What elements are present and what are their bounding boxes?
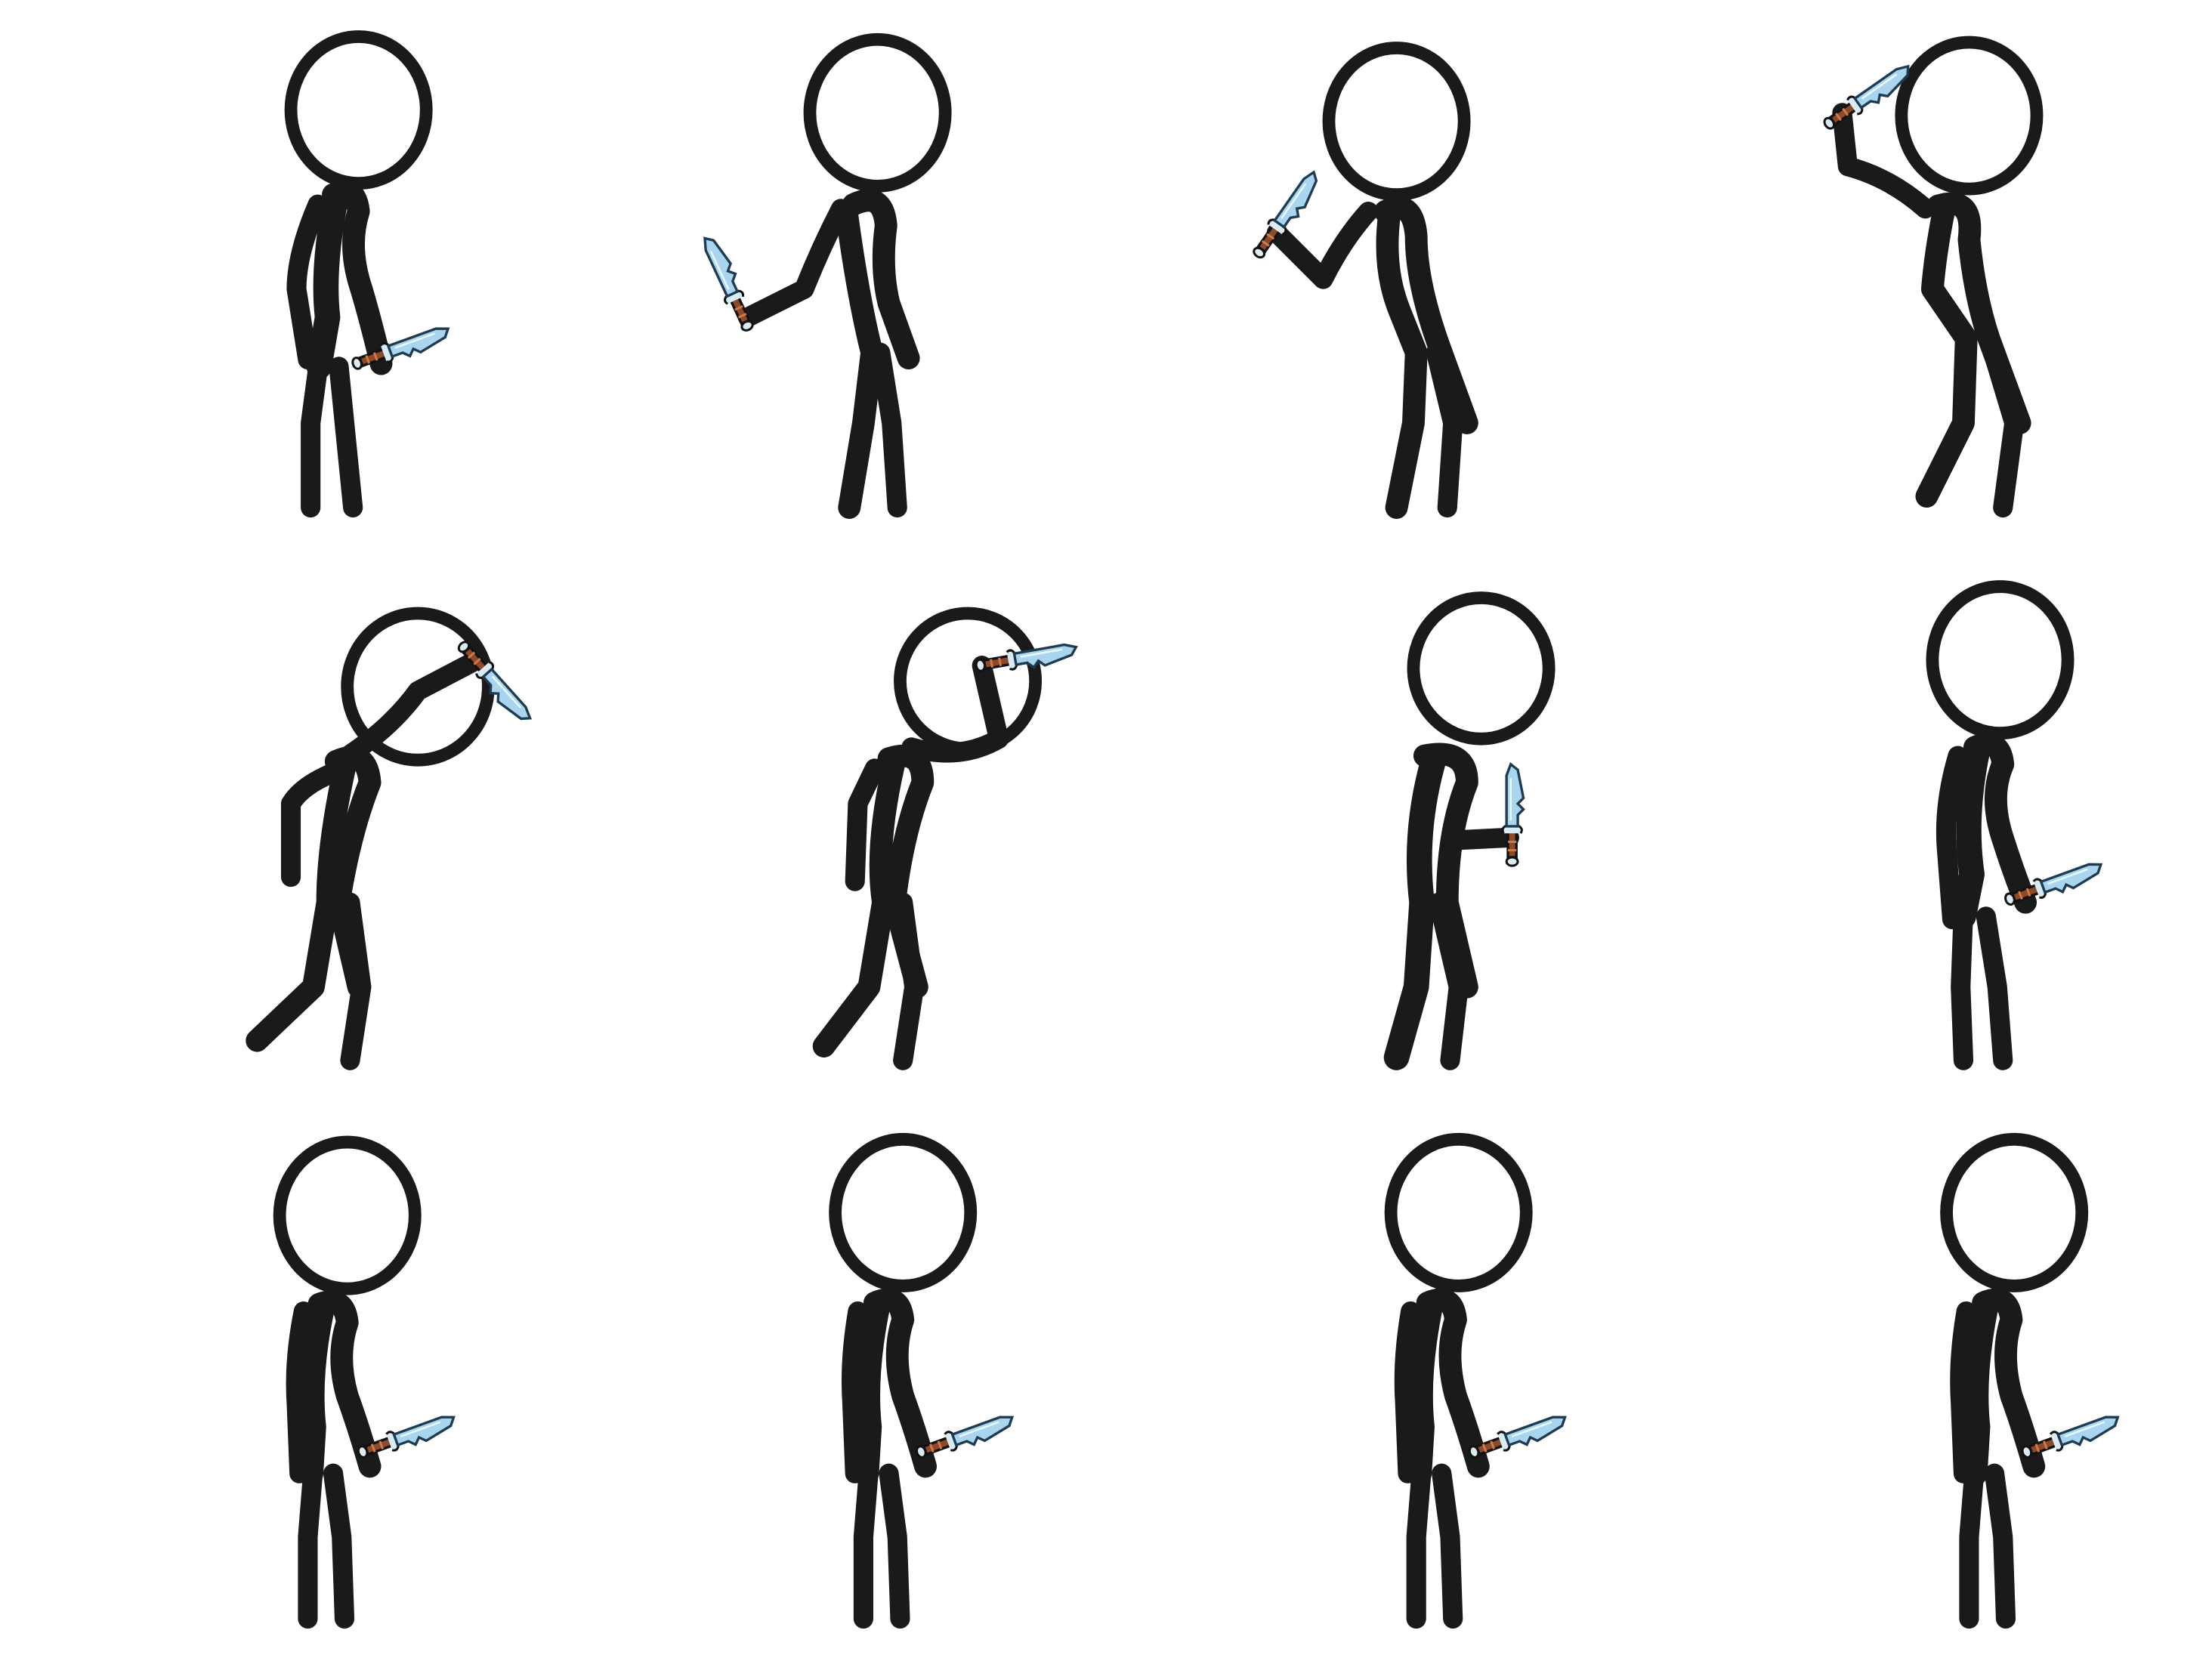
frame-9 — [273, 1135, 459, 1629]
knife-icon — [1501, 763, 1525, 867]
frame-5 — [246, 607, 538, 1070]
stick-figure-icon — [1384, 1132, 1533, 1629]
stick-figure-icon — [737, 32, 952, 519]
stick-figure-icon — [1383, 591, 1556, 1070]
stick-figure-icon — [1940, 1132, 2089, 1629]
frame-6 — [812, 607, 1080, 1070]
frame-11 — [1384, 1132, 1571, 1629]
frame-7 — [1383, 591, 1556, 1070]
frame-12 — [1940, 1132, 2124, 1629]
stick-figure-icon — [284, 30, 433, 518]
stick-figure-icon — [812, 607, 1043, 1070]
stick-figure-icon — [246, 607, 495, 1070]
frame-10 — [829, 1132, 1018, 1629]
frame-8 — [1926, 580, 2107, 1070]
frame-1 — [284, 30, 454, 518]
stick-figure-icon — [1926, 580, 2075, 1070]
frame-3 — [1247, 42, 1478, 519]
frame-4 — [1818, 36, 2044, 518]
stick-figure-icon — [273, 1135, 422, 1629]
frame-2 — [696, 32, 952, 519]
stick-figure-icon — [1832, 36, 2044, 518]
stick-figure-icon — [1266, 42, 1478, 519]
stick-figure-icon — [829, 1132, 978, 1629]
knife-icon — [451, 636, 538, 728]
